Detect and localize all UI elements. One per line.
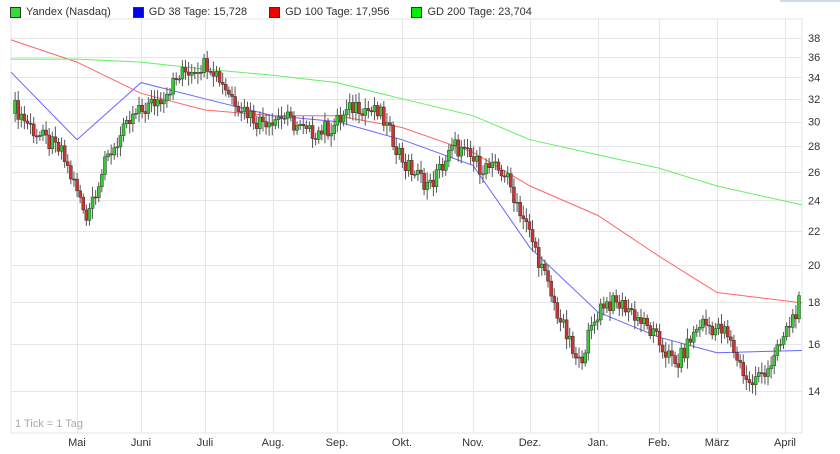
x-axis: Mai Juni Juli Aug. Sep. Okt. Nov. Dez. Jan. Feb. M… — [68, 437, 796, 449]
y-tick-label: 36 — [808, 52, 820, 64]
x-tick-label: Nov. — [462, 437, 484, 449]
corner-decoration — [780, 0, 840, 2]
ma-line-2 — [11, 58, 803, 206]
ma-line-1 — [10, 39, 803, 304]
legend-label: GD 38 Tage: 15,728 — [148, 6, 248, 18]
x-tick-label: Juli — [197, 437, 214, 449]
y-tick-label: 30 — [808, 117, 820, 129]
x-tick-label: Juni — [131, 437, 151, 449]
chart-legend: Yandex (Nasdaq) GD 38 Tage: 15,728 GD 10… — [10, 4, 554, 20]
x-tick-label: Aug. — [262, 437, 285, 449]
y-tick-label: 16 — [808, 339, 820, 351]
y-tick-label: 24 — [808, 195, 820, 207]
x-tick-label: Mai — [68, 437, 86, 449]
y-tick-label: 38 — [808, 33, 820, 45]
y-tick-label: 18 — [808, 297, 820, 309]
y-tick-label: 34 — [808, 72, 820, 84]
legend-swatch-lightgreen — [411, 6, 423, 18]
legend-label: Yandex (Nasdaq) — [26, 6, 111, 18]
legend-swatch-red — [269, 6, 281, 18]
legend-swatch-green — [10, 6, 21, 18]
y-tick-label: 26 — [808, 167, 820, 179]
moving-average-lines — [10, 39, 803, 354]
x-tick-label: April — [774, 437, 796, 449]
x-tick-label: März — [705, 437, 729, 449]
x-tick-label: Sep. — [326, 437, 349, 449]
legend-label: GD 200 Tage: 23,704 — [427, 6, 532, 18]
legend-swatch-blue — [132, 6, 144, 18]
y-tick-label: 32 — [808, 94, 820, 106]
y-tick-label: 22 — [808, 226, 820, 238]
legend-item-yandex: Yandex (Nasdaq) — [10, 4, 111, 20]
x-tick-label: Dez. — [519, 437, 542, 449]
y-tick-label: 14 — [808, 386, 820, 398]
x-tick-label: Jan. — [588, 437, 609, 449]
candlesticks — [13, 50, 801, 396]
y-tick-label: 28 — [808, 141, 820, 153]
x-tick-label: Feb. — [648, 437, 670, 449]
legend-item-gd38: GD 38 Tage: 15,728 — [132, 4, 248, 20]
chart-grid — [10, 18, 803, 434]
y-axis: 14 16 18 20 22 24 26 28 30 32 34 36 38 — [808, 33, 820, 398]
legend-item-gd100: GD 100 Tage: 17,956 — [269, 4, 389, 20]
y-tick-label: 20 — [808, 260, 820, 272]
x-tick-label: Okt. — [392, 437, 412, 449]
legend-label: GD 100 Tage: 17,956 — [285, 6, 390, 18]
tick-note: 1 Tick = 1 Tag — [15, 418, 83, 430]
legend-item-gd200: GD 200 Tage: 23,704 — [411, 4, 532, 20]
